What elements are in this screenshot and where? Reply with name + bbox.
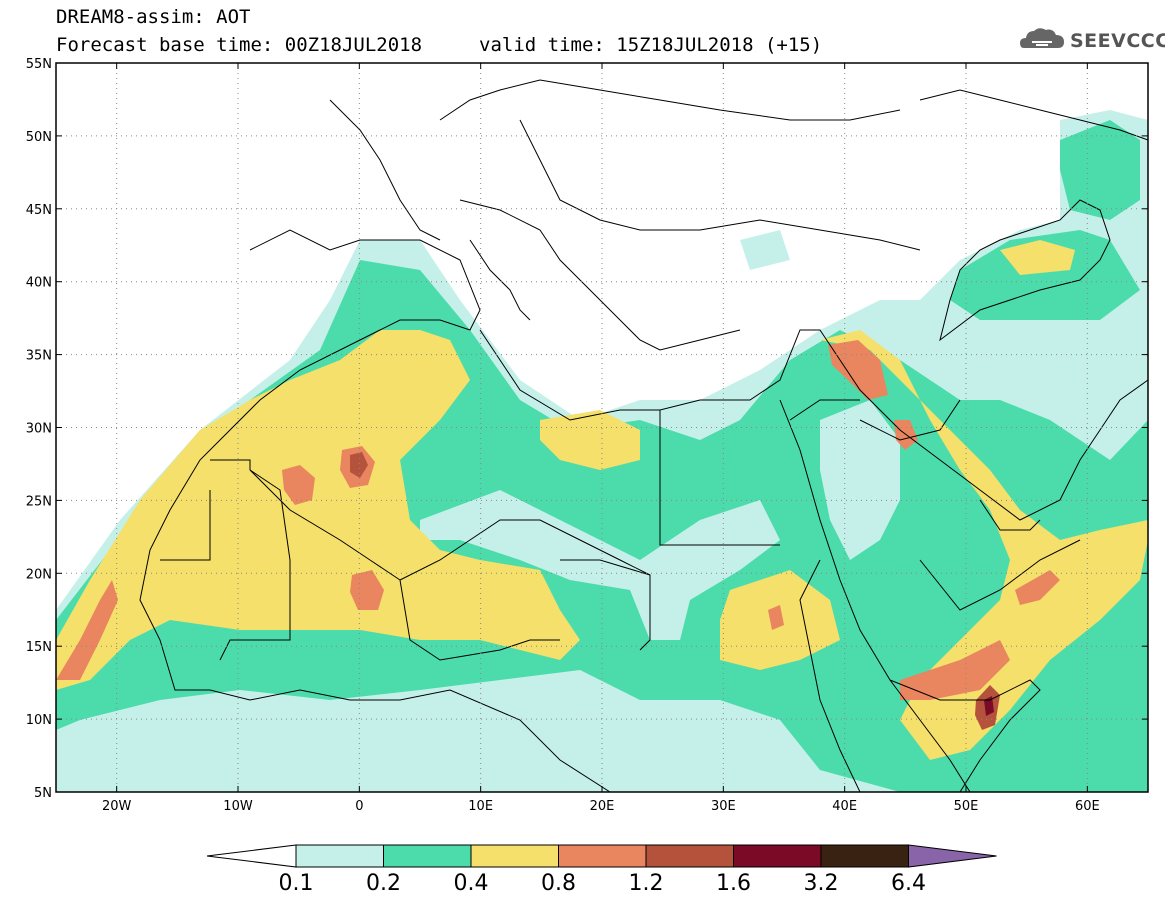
colorbar-label: 3.2: [804, 871, 839, 896]
lon-label: 30E: [711, 799, 736, 814]
base-time-label: Forecast base time: 00Z18JUL2018: [56, 34, 423, 56]
colorbar-label: 1.6: [716, 871, 751, 896]
logo-text: SEEVCCC: [1070, 30, 1165, 52]
lon-label: 20E: [590, 799, 615, 814]
aot-level-0.4: [56, 330, 580, 690]
aot-level-1.6: [984, 696, 994, 716]
aot-level-0.8: [350, 570, 384, 610]
aot-level-0.4: [540, 410, 640, 470]
colorbar-label: 6.4: [891, 871, 926, 896]
lon-label: 40E: [832, 799, 857, 814]
lat-label: 45N: [26, 203, 52, 218]
colorbar-high-arrow: [908, 844, 997, 868]
colorbar-box: [558, 844, 647, 868]
lon-label: 60E: [1075, 799, 1100, 814]
aot-level-0.1: [420, 490, 780, 640]
colorbar-label: 0.1: [279, 871, 314, 896]
aot-level-0.8: [828, 340, 888, 400]
colorbar-label: 1.2: [629, 871, 664, 896]
lat-label: 50N: [26, 130, 52, 145]
lat-label: 5N: [34, 786, 52, 801]
colorbar-box: [470, 844, 559, 868]
lon-label: 50E: [954, 799, 979, 814]
lon-label: 10E: [468, 799, 493, 814]
lon-label: 10W: [223, 799, 253, 814]
colorbar-box: [295, 844, 384, 868]
lat-label: 40N: [26, 276, 52, 291]
aot-level-0.4: [1000, 240, 1075, 275]
colorbar-label: 0.4: [454, 871, 489, 896]
lat-label: 55N: [26, 57, 52, 72]
aot-level-0.8: [900, 640, 1010, 700]
valid-time-label: valid time: 15Z18JUL2018 (+15): [479, 34, 823, 56]
aot-level-0.2: [950, 230, 1140, 320]
colorbar-box: [733, 844, 822, 868]
colorbar-box: [645, 844, 734, 868]
lon-label: 0: [355, 799, 363, 814]
colorbar-label: 0.2: [366, 871, 401, 896]
lat-label: 35N: [26, 349, 52, 364]
lat-label: 20N: [26, 567, 52, 582]
aot-level-0.8: [768, 605, 784, 630]
aot-level-0.8: [282, 465, 315, 505]
aot-level-0.2: [1060, 120, 1140, 220]
aot-level-0.8: [1015, 570, 1060, 605]
lon-label: 20W: [102, 799, 132, 814]
aot-level-0.1: [820, 400, 900, 560]
lat-label: 25N: [26, 494, 52, 509]
model-title: DREAM8-assim: AOT: [56, 6, 251, 28]
colorbar-low-arrow: [206, 844, 297, 868]
colorbar-label: 0.8: [541, 871, 576, 896]
aot-level-0.1: [740, 230, 790, 270]
colorbar-box: [820, 844, 909, 868]
lat-label: 15N: [26, 640, 52, 655]
lat-label: 10N: [26, 713, 52, 728]
aot-level-1.2: [350, 452, 368, 478]
aot-level-0.8: [56, 580, 118, 680]
cloud-icon: [1020, 28, 1064, 48]
lat-label: 30N: [26, 422, 52, 437]
colorbar-box: [383, 844, 472, 868]
